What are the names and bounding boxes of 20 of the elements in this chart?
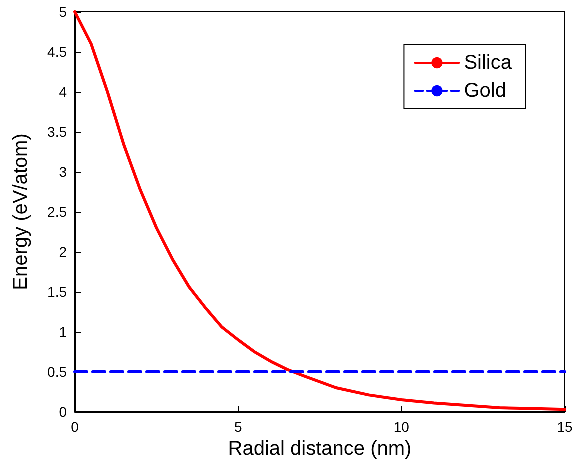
x-axis-title: Radial distance (nm)	[228, 438, 412, 460]
line-series	[74, 10, 566, 412]
y-tick-label: 2.5	[48, 204, 68, 220]
y-tick-label: 3	[59, 164, 68, 180]
y-tick-label: 0	[59, 404, 68, 420]
x-tick-label: 15	[557, 419, 573, 435]
y-tick-label: 5	[59, 4, 68, 20]
y-tick-label: 4	[59, 84, 68, 100]
legend-label: Gold	[464, 80, 506, 102]
y-tick-label: 1	[59, 324, 68, 340]
y-tick-label: 0.5	[48, 364, 68, 380]
y-axis-title: Energy (eV/atom)	[10, 134, 32, 290]
y-tick-label: 1.5	[48, 284, 68, 300]
x-tick-label: 0	[71, 419, 80, 435]
y-tick-label: 3.5	[48, 124, 68, 140]
x-tick-label: 5	[234, 419, 242, 435]
legend-label: Silica	[464, 52, 513, 74]
y-tick-label: 2	[59, 244, 68, 260]
x-tick-label: 10	[394, 419, 410, 435]
y-tick-label: 4.5	[48, 44, 68, 60]
